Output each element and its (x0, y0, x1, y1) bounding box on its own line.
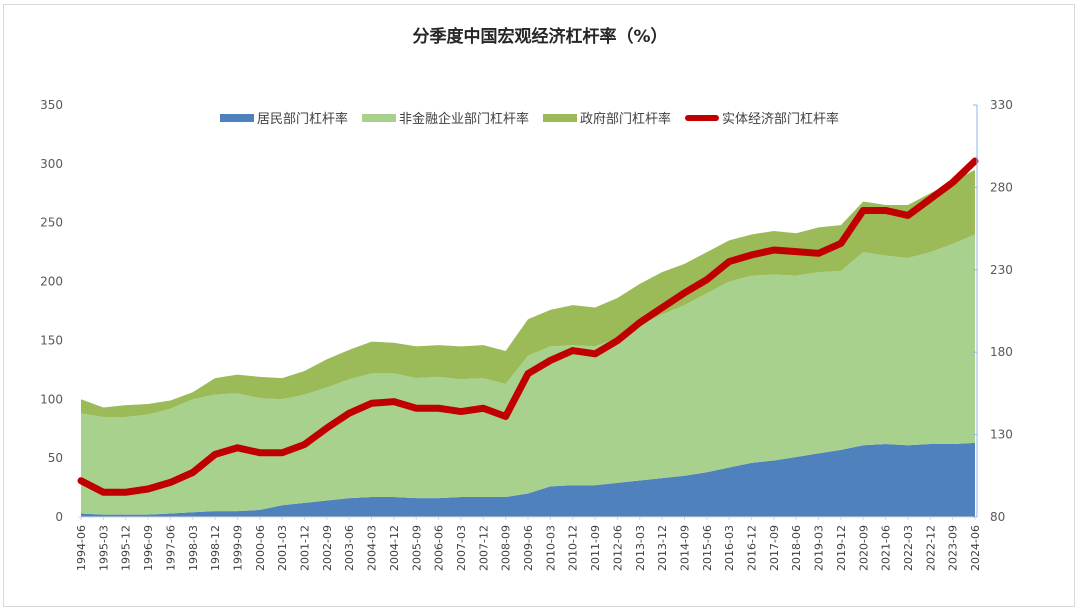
x-axis-tick-label: 2019-12 (835, 525, 848, 571)
legend-label-government: 政府部门杠杆率 (580, 112, 672, 127)
legend-label-household: 居民部门杠杆率 (257, 112, 349, 127)
line-real-economy (77, 157, 979, 496)
x-axis-tick-label: 2021-06 (880, 525, 893, 571)
x-axis-tick-label: 2011-09 (589, 525, 602, 571)
x-axis-tick-label: 2019-03 (813, 525, 826, 571)
x-axis-tick-label: 2020-09 (857, 525, 870, 571)
x-axis-tick-label: 2012-06 (611, 525, 624, 571)
chart-frame (3, 4, 1075, 607)
right-axis-tick-label: 130 (990, 428, 1013, 442)
left-axis-tick-label: 200 (40, 275, 63, 289)
x-axis-tick-label: 2003-06 (343, 525, 356, 571)
left-axis-tick-label: 150 (40, 333, 63, 347)
x-axis-tick-label: 2016-12 (746, 525, 759, 571)
x-axis-tick-label: 2008-09 (500, 525, 513, 571)
x-axis-tick-label: 2022-12 (924, 525, 937, 571)
x-axis-tick-label: 2010-12 (567, 525, 580, 571)
x-axis-tick-label: 1998-03 (187, 525, 200, 571)
legend-label-real-economy: 实体经济部门杠杆率 (722, 112, 840, 127)
x-axis-tick-label: 2013-03 (634, 525, 647, 571)
x-axis-tick-label: 2018-06 (790, 525, 803, 571)
right-axis-tick-label: 330 (990, 98, 1013, 112)
x-axis-tick-label: 2000-06 (254, 525, 267, 571)
left-axis-tick-label: 250 (40, 216, 63, 230)
legend-label-nonfinancial-corporate: 非金融企业部门杠杆率 (399, 112, 530, 127)
right-axis-tick-label: 230 (990, 263, 1013, 277)
legend-item-household: 居民部门杠杆率 (220, 108, 348, 127)
x-axis-tick-label: 2004-03 (366, 525, 379, 571)
real-economy-line (77, 157, 979, 496)
x-axis-tick-label: 2017-09 (768, 525, 781, 571)
legend-item-nonfinancial-corporate: 非金融企业部门杠杆率 (362, 108, 529, 127)
x-axis-tick-label: 2010-03 (544, 525, 557, 571)
x-axis-tick-label: 2001-12 (299, 525, 312, 571)
x-axis-tick-label: 2023-09 (947, 525, 960, 571)
x-axis-tick-label: 2001-03 (276, 525, 289, 571)
legend-swatch-nonfinancial-corporate (362, 113, 397, 122)
area-household (81, 442, 975, 517)
x-axis-tick-label: 2015-06 (701, 525, 714, 571)
x-axis-tick-label: 2004-12 (388, 525, 401, 571)
chart-legend: 居民部门杠杆率 非金融企业部门杠杆率 政府部门杠杆率 实体经济部门杠杆率 (220, 108, 845, 127)
x-axis-tick-label: 2009-06 (522, 525, 535, 571)
chart-title: 分季度中国宏观经济杠杆率（%） (412, 27, 668, 47)
left-axis-tick-label: 300 (40, 157, 63, 171)
x-axis-tick-label: 1997-06 (164, 525, 177, 571)
legend-item-real-economy: 实体经济部门杠杆率 (685, 108, 839, 127)
x-axis-tick-label: 2005-09 (410, 525, 423, 571)
legend-swatch-real-economy (685, 114, 720, 121)
x-axis-tick-label: 2014-09 (678, 525, 691, 571)
right-axis-tick-label: 280 (990, 180, 1013, 194)
x-axis-tick-label: 1998-12 (209, 525, 222, 571)
x-axis-tick-label: 2006-06 (433, 525, 446, 571)
x-axis-tick-label: 2016-03 (723, 525, 736, 571)
legend-item-government: 政府部门杠杆率 (543, 108, 671, 127)
left-axis-tick-label: 100 (40, 392, 63, 406)
x-axis-tick-label: 1995-12 (120, 525, 133, 571)
x-axis-tick-label: 2013-12 (656, 525, 669, 571)
legend-swatch-government (543, 113, 578, 122)
x-axis-tick-label: 2024-06 (969, 525, 982, 571)
right-axis-tick-label: 80 (990, 510, 1005, 524)
x-axis-tick-label: 2007-03 (455, 525, 468, 571)
left-axis-tick-label: 350 (40, 98, 63, 112)
x-axis-tick-label: 2007-12 (477, 525, 490, 571)
right-axis-tick-label: 180 (990, 345, 1013, 359)
left-axis-tick-label: 0 (55, 510, 63, 524)
stacked-areas (81, 169, 975, 517)
x-axis-tick-label: 2002-09 (321, 525, 334, 571)
axes: 0 50 100 150 200 250 300 350 80 130 180 230 280 330 19… (40, 98, 1013, 571)
x-axis-tick-label: 1996-09 (142, 525, 155, 571)
x-axis-tick-label: 1995-03 (97, 525, 110, 571)
legend-swatch-household (220, 113, 254, 122)
x-axis-tick-label: 1999-09 (231, 525, 244, 571)
x-axis-tick-label: 2022-03 (902, 525, 915, 571)
left-axis-tick-label: 50 (48, 451, 63, 465)
x-axis-tick-label: 1994-06 (75, 525, 88, 571)
